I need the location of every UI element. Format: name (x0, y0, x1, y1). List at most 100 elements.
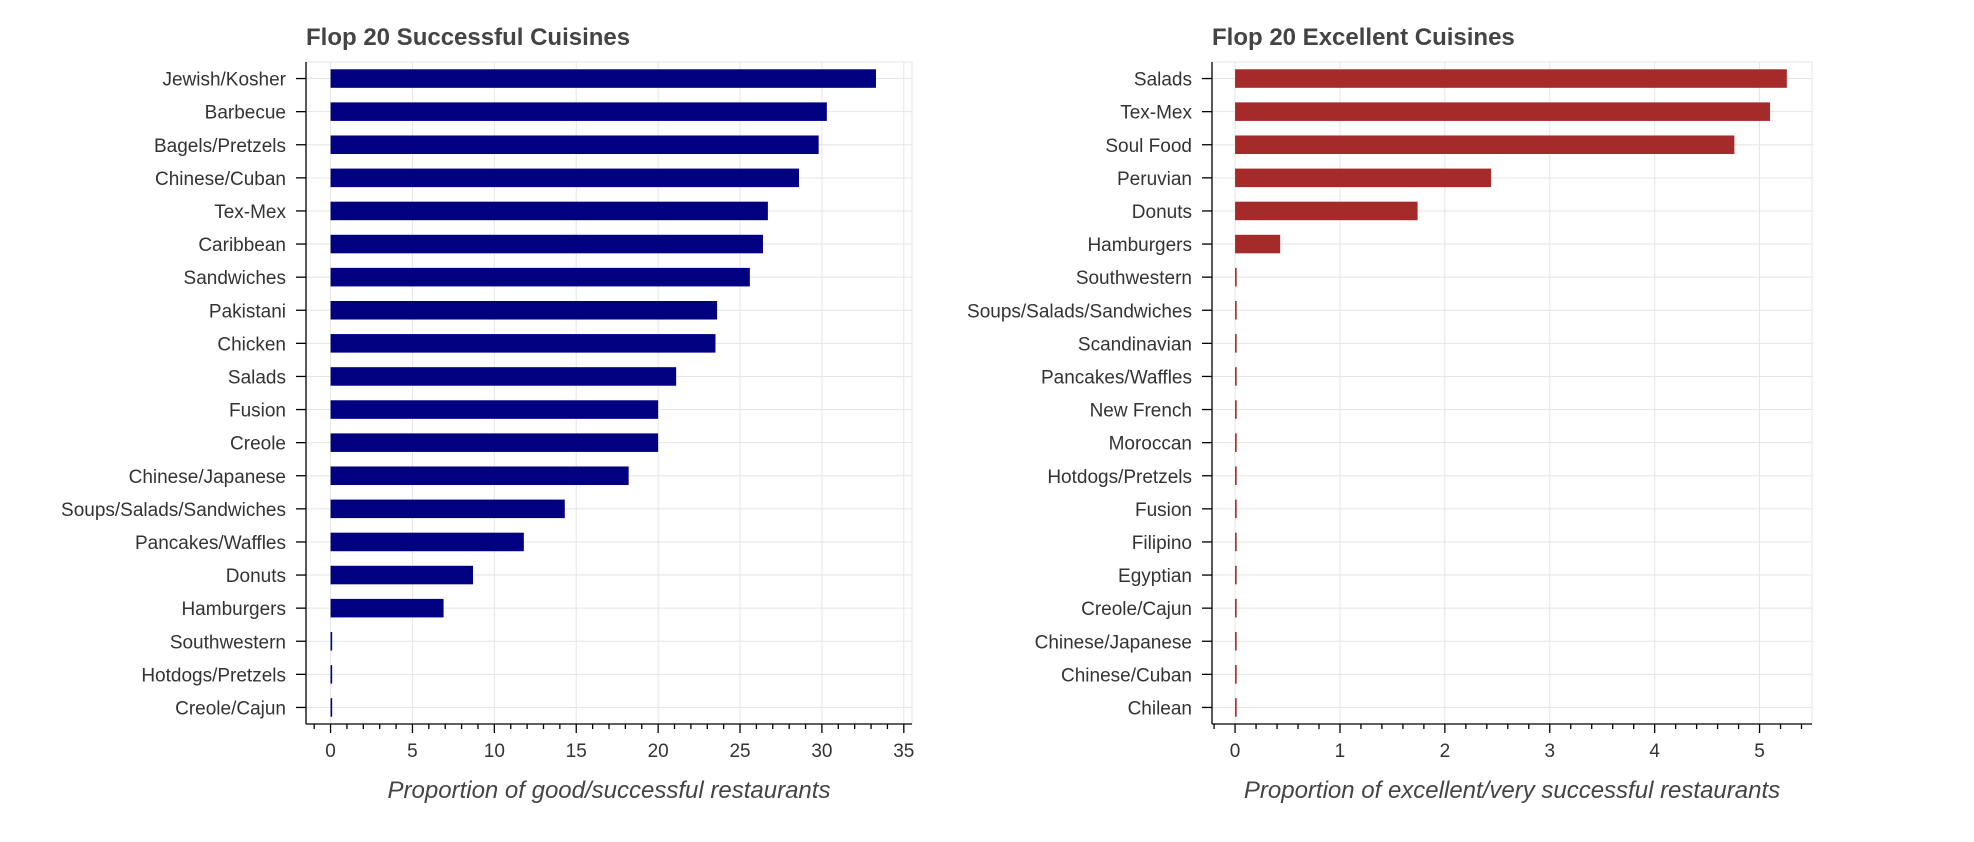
chart-title: Flop 20 Excellent Cuisines (1212, 24, 1515, 51)
y-tick-label: Moroccan (1109, 434, 1192, 455)
y-tick-label: Egyptian (1118, 566, 1192, 587)
grid (1212, 62, 1812, 724)
y-tick-label: Soups/Salads/Sandwiches (967, 301, 1192, 322)
bar (1235, 433, 1237, 452)
bar (1235, 135, 1735, 155)
plot-frame (1211, 61, 1813, 725)
y-tick-label: Peruvian (1117, 169, 1192, 190)
y-tick-label: Creole (230, 434, 286, 455)
bar (330, 400, 659, 419)
x-tick-label: 0 (325, 741, 336, 762)
bar (1235, 698, 1237, 717)
x-tick-label: 35 (893, 741, 914, 762)
bar (1235, 466, 1237, 486)
bar (330, 433, 659, 452)
y-tick-label: Chicken (217, 334, 286, 355)
bar (1235, 300, 1237, 320)
x-tick-label: 10 (484, 741, 505, 762)
y-tick-label: Hamburgers (1087, 235, 1192, 256)
x-tick-label: 5 (407, 741, 418, 762)
y-tick-label: Filipino (1132, 533, 1192, 554)
y-tick-label: Chinese/Cuban (1061, 665, 1192, 686)
x-tick-label: 3 (1544, 741, 1555, 762)
y-tick-label: Bagels/Pretzels (154, 136, 286, 157)
x-axis-label: Proportion of excellent/very successful … (1244, 777, 1780, 804)
y-tick-label: Soups/Salads/Sandwiches (61, 500, 286, 521)
y-tick-label: Southwestern (170, 632, 286, 653)
bar (330, 598, 444, 618)
bar (1235, 168, 1492, 188)
bar (1235, 665, 1237, 684)
bar (330, 532, 524, 552)
bar (330, 698, 333, 717)
bar (330, 631, 333, 651)
grid (306, 62, 912, 724)
y-tick-label: Salads (228, 367, 286, 388)
y-tick-label: Southwestern (1076, 268, 1192, 289)
bar (1235, 102, 1771, 121)
bar (330, 135, 819, 155)
y-tick-label: Hotdogs/Pretzels (141, 665, 286, 686)
y-tick-label: Chinese/Cuban (155, 169, 286, 190)
y-tick-label: Salads (1134, 70, 1192, 91)
y-tick-label: New French (1090, 401, 1192, 422)
bar (1235, 598, 1237, 618)
y-tick-label: Fusion (1135, 500, 1192, 521)
bar (330, 466, 629, 486)
bar (1235, 499, 1237, 519)
bar (1235, 234, 1281, 254)
bar (1235, 334, 1237, 353)
x-tick-label: 0 (1230, 741, 1241, 762)
y-tick-label: Sandwiches (184, 268, 286, 289)
bar (330, 565, 474, 585)
y-tick-label: Chilean (1128, 698, 1192, 719)
y-tick-label: Tex-Mex (214, 202, 286, 223)
y-tick-label: Fusion (229, 401, 286, 422)
bars (1235, 69, 1787, 717)
bar (1235, 267, 1237, 287)
bar (1235, 565, 1237, 585)
bar (1235, 367, 1237, 386)
bar (1235, 400, 1237, 419)
x-tick-label: 5 (1754, 741, 1765, 762)
y-tick-label: Chinese/Japanese (129, 467, 286, 488)
y-tick-label: Donuts (226, 566, 286, 587)
y-tick-label: Scandinavian (1078, 334, 1192, 355)
x-tick-label: 20 (648, 741, 669, 762)
chart-title: Flop 20 Successful Cuisines (306, 24, 630, 51)
bar (330, 102, 827, 121)
bar (1235, 532, 1237, 552)
y-tick-label: Hotdogs/Pretzels (1047, 467, 1192, 488)
y-tick-label: Tex-Mex (1120, 103, 1192, 124)
bar (330, 499, 565, 519)
x-tick-label: 4 (1649, 741, 1660, 762)
y-tick-label: Creole/Cajun (1081, 599, 1192, 620)
y-tick-label: Hamburgers (181, 599, 286, 620)
x-tick-label: 30 (811, 741, 832, 762)
y-tick-label: Soul Food (1105, 136, 1192, 157)
x-tick-label: 1 (1335, 741, 1346, 762)
bar (330, 300, 718, 320)
y-tick-label: Jewish/Kosher (162, 70, 286, 91)
bar (330, 168, 799, 188)
chart-excellent-cuisines: Salads Tex-Mex Soul Food Peruvian Donuts Hamb… (967, 24, 1813, 804)
bar (330, 201, 768, 221)
y-tick-label: Pancakes/Waffles (135, 533, 286, 554)
bar (1235, 631, 1237, 651)
y-tick-label: Pancakes/Waffles (1041, 367, 1192, 388)
x-tick-label: 2 (1440, 741, 1451, 762)
chart-successful-cuisines: Jewish/Kosher Barbecue Bagels/Pretzels Chin… (61, 24, 914, 804)
bar (330, 234, 763, 254)
plot-frame (305, 61, 913, 725)
bar (1235, 69, 1787, 88)
y-tick-label: Creole/Cajun (175, 698, 286, 719)
bar (330, 267, 750, 287)
y-tick-label: Barbecue (205, 103, 286, 124)
bar (1235, 201, 1418, 221)
y-tick-label: Donuts (1132, 202, 1192, 223)
x-tick-label: 15 (566, 741, 587, 762)
bars (330, 69, 876, 717)
bar (330, 334, 716, 353)
x-axis-label: Proportion of good/successful restaurant… (388, 777, 831, 804)
